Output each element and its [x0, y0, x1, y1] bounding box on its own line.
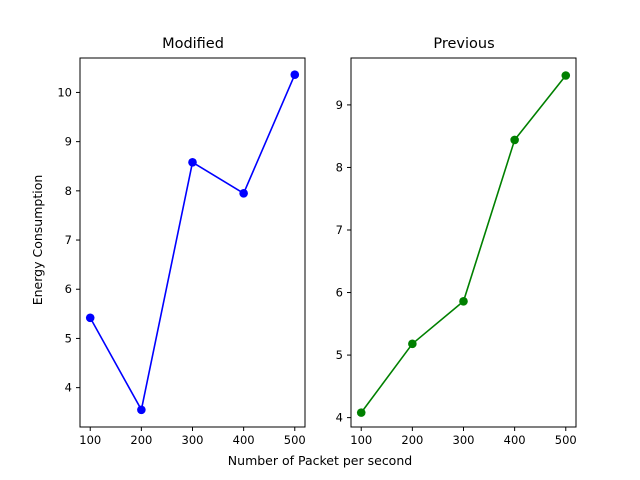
- x-tick-label-previous: 500: [555, 433, 577, 447]
- data-point-previous: [459, 296, 468, 306]
- plot-area-modified: 100 200 300 400 500 4 5 6 7 8 9 10: [57, 70, 306, 447]
- x-tick-label-previous: 100: [350, 433, 372, 447]
- y-tick-label-modified: 7: [65, 233, 72, 247]
- x-tick-label-previous: 200: [401, 433, 423, 447]
- x-tick-label-modified: 500: [284, 433, 306, 447]
- subplot-title-previous: Previous: [433, 36, 494, 52]
- x-tick-label-modified: 300: [182, 433, 204, 447]
- y-tick-label-previous: 4: [336, 411, 343, 425]
- data-point-modified: [239, 189, 248, 198]
- y-tick-label-modified: 6: [65, 282, 72, 296]
- data-point-previous: [510, 135, 519, 145]
- subplot-previous: Previous 100 200 300 400 500 4 5 6 7 8 9: [336, 36, 577, 447]
- subplot-title-modified: Modified: [162, 36, 224, 52]
- data-point-modified: [290, 70, 300, 80]
- x-tick-label-modified: 200: [130, 433, 152, 447]
- y-tick-label-previous: 9: [336, 98, 343, 112]
- y-axis-label: Energy Consumption: [30, 175, 45, 306]
- y-tick-label-previous: 8: [336, 160, 343, 174]
- x-tick-label-previous: 300: [453, 433, 475, 447]
- y-tick-label-previous: 5: [336, 348, 343, 362]
- x-tick-label-modified: 100: [79, 433, 101, 447]
- y-tick-label-modified: 10: [57, 85, 72, 99]
- y-tick-label-modified: 8: [65, 184, 72, 198]
- axes-frame-modified: [79, 57, 306, 428]
- y-tick-label-modified: 5: [65, 331, 72, 345]
- data-point-modified: [188, 158, 197, 167]
- y-tick-label-previous: 6: [336, 286, 343, 300]
- plot-area-previous: 100 200 300 400 500 4 5 6 7 8 9: [336, 71, 577, 447]
- data-point-previous: [408, 339, 417, 349]
- y-tick-label-previous: 7: [336, 223, 343, 237]
- y-tick-label-modified: 4: [65, 381, 72, 395]
- data-point-modified: [137, 405, 146, 415]
- data-point-previous: [356, 408, 366, 417]
- x-tick-label-previous: 400: [504, 433, 526, 447]
- x-axis-label: Number of Packet per second: [228, 453, 412, 468]
- x-tick-label-modified: 400: [233, 433, 255, 447]
- data-point-previous: [561, 71, 571, 80]
- subplot-modified: Modified 100 200 300 400 500 4 5 6 7 8 9 10: [57, 36, 305, 447]
- y-tick-label-modified: 9: [65, 135, 72, 149]
- data-point-modified: [85, 313, 95, 323]
- axes-frame-previous: [350, 57, 577, 428]
